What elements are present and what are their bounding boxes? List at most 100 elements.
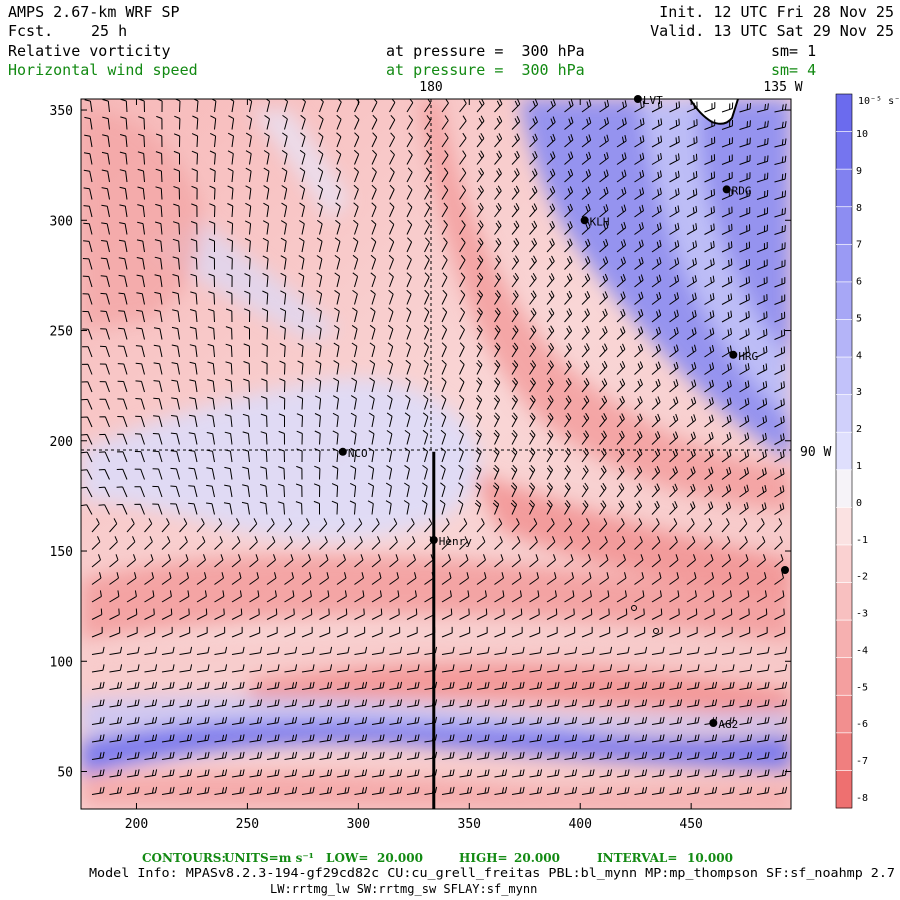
colorbar-swatch [836,544,852,584]
y-tick-label: 300 [50,214,73,229]
colorbar-label: 1 [856,461,862,472]
stations: NCO Henry KLH RDG HRG LVT AG2 [338,94,758,731]
station-marker [729,350,738,359]
colorbar-frame [835,93,853,809]
station-label: AG2 [718,718,738,731]
colorbar-swatch [836,169,852,208]
station-label: Henry [439,535,472,548]
colorbar-label: -3 [856,609,868,620]
y-tick-label: 250 [50,325,73,340]
station-marker [580,216,589,225]
colorbar-label: -7 [856,756,868,767]
high-label: HIGH= [459,851,508,865]
colorbar-swatch [836,507,852,546]
colorbar-swatch [836,695,852,734]
field2-name: Horizontal wind speed [8,61,198,79]
field2-level: at pressure = 300 hPa [386,61,585,79]
x-tick-label: 200 [125,817,148,832]
colorbar-swatch [836,131,852,170]
y-tick-label: 200 [50,435,73,450]
colorbar-swatch [836,281,852,320]
colorbar-swatch [836,432,852,471]
field1-name: Relative vorticity [8,42,171,60]
colorbar-label: 10 [856,129,868,140]
x-tick-label: 300 [347,817,370,832]
station-marker [338,447,347,456]
colorbar-label: 4 [856,350,862,361]
x-tick-label: 250 [236,817,259,832]
meridian-135w-label: 135 W [763,80,802,95]
init-time: Init. 12 UTC Fri 28 Nov 25 [659,3,894,21]
station-label: NCO [348,447,368,460]
station-marker [722,185,731,194]
interval-value: 10.000 [687,851,733,865]
contours-label: CONTOURS: [142,851,226,865]
colorbar-swatch [836,582,852,621]
units-label: UNITS=m s⁻¹ [224,851,314,865]
forecast-label: Fcst. [8,22,54,40]
colorbar-label: 3 [856,387,862,398]
colorbar-swatch [836,732,852,771]
colorbar-label: 9 [856,166,862,177]
plot-frame [80,98,792,810]
minor-marker [631,605,637,611]
colorbar-label: -8 [856,793,868,804]
valid-time: Valid. 13 UTC Sat 29 Nov 25 [650,22,894,40]
colorbar-swatch [836,657,852,696]
colorbar-swatch [836,244,852,283]
colorbar-swatch [836,770,852,809]
high-value: 20.000 [514,851,560,865]
colorbar-label: 2 [856,424,862,435]
colorbar-swatch [836,469,852,508]
y-tick-label: 150 [50,545,73,560]
edge-station-marker [781,566,789,574]
parallel-90w-label: 90 W [800,445,831,460]
colorbar-label: -4 [856,645,868,656]
y-tick-label: 50 [57,766,73,781]
colorbar-label: 5 [856,313,862,324]
y-axis: 350 300 250 200 150 100 50 [50,104,791,781]
colorbar-swatch [836,94,852,133]
field2-smoothing: sm= 4 [771,61,817,79]
physics-info: LW:rrtmg_lw SW:rrtmg_sw SFLAY:sf_mynn [270,882,537,896]
colorbar-swatch [836,357,852,396]
y-tick-label: 100 [50,655,73,670]
colorbar-swatch [836,394,852,433]
model-info: Model Info: MPASv8.2.3-194-gf29cd82c CU:… [89,866,895,880]
meridian-180-label: 180 [419,80,442,95]
x-tick-label: 350 [458,817,481,832]
x-axis: 200 250 300 350 400 450 [125,99,703,832]
wind-barb-set [81,99,788,795]
station-marker [429,535,438,544]
model-title: AMPS 2.67-km WRF SP [8,3,180,21]
station-marker [633,95,642,103]
interval-label: INTERVAL= [597,851,677,865]
colorbar-label: -1 [856,535,868,546]
station-label: RDG [732,184,752,197]
y-tick-label: 350 [50,104,73,119]
wind-barbs [81,99,788,795]
colorbar-label: 0 [856,498,862,509]
colorbar-swatch [836,620,852,659]
station-label: HRG [738,350,758,363]
x-tick-label: 400 [568,817,591,832]
field1-smoothing: sm= 1 [771,42,817,60]
vorticity-field [81,99,791,809]
colorbar-label: 8 [856,203,862,214]
colorbar-label: -5 [856,682,868,693]
low-value: 20.000 [377,851,423,865]
colorbar-swatch [836,319,852,358]
station-label: KLH [590,215,610,228]
colorbar-label: -2 [856,572,868,583]
field1-level: at pressure = 300 hPa [386,42,585,60]
station-label: LVT [643,94,663,107]
colorbar-label: 6 [856,277,862,288]
station-marker [709,719,718,728]
colorbar-units: 10⁻⁵ s⁻¹ [858,96,900,107]
forecast-hour: 25 h [91,22,128,40]
low-label: LOW= [326,851,368,865]
colorbar-label: -6 [856,719,868,730]
colorbar-swatch [836,206,852,245]
